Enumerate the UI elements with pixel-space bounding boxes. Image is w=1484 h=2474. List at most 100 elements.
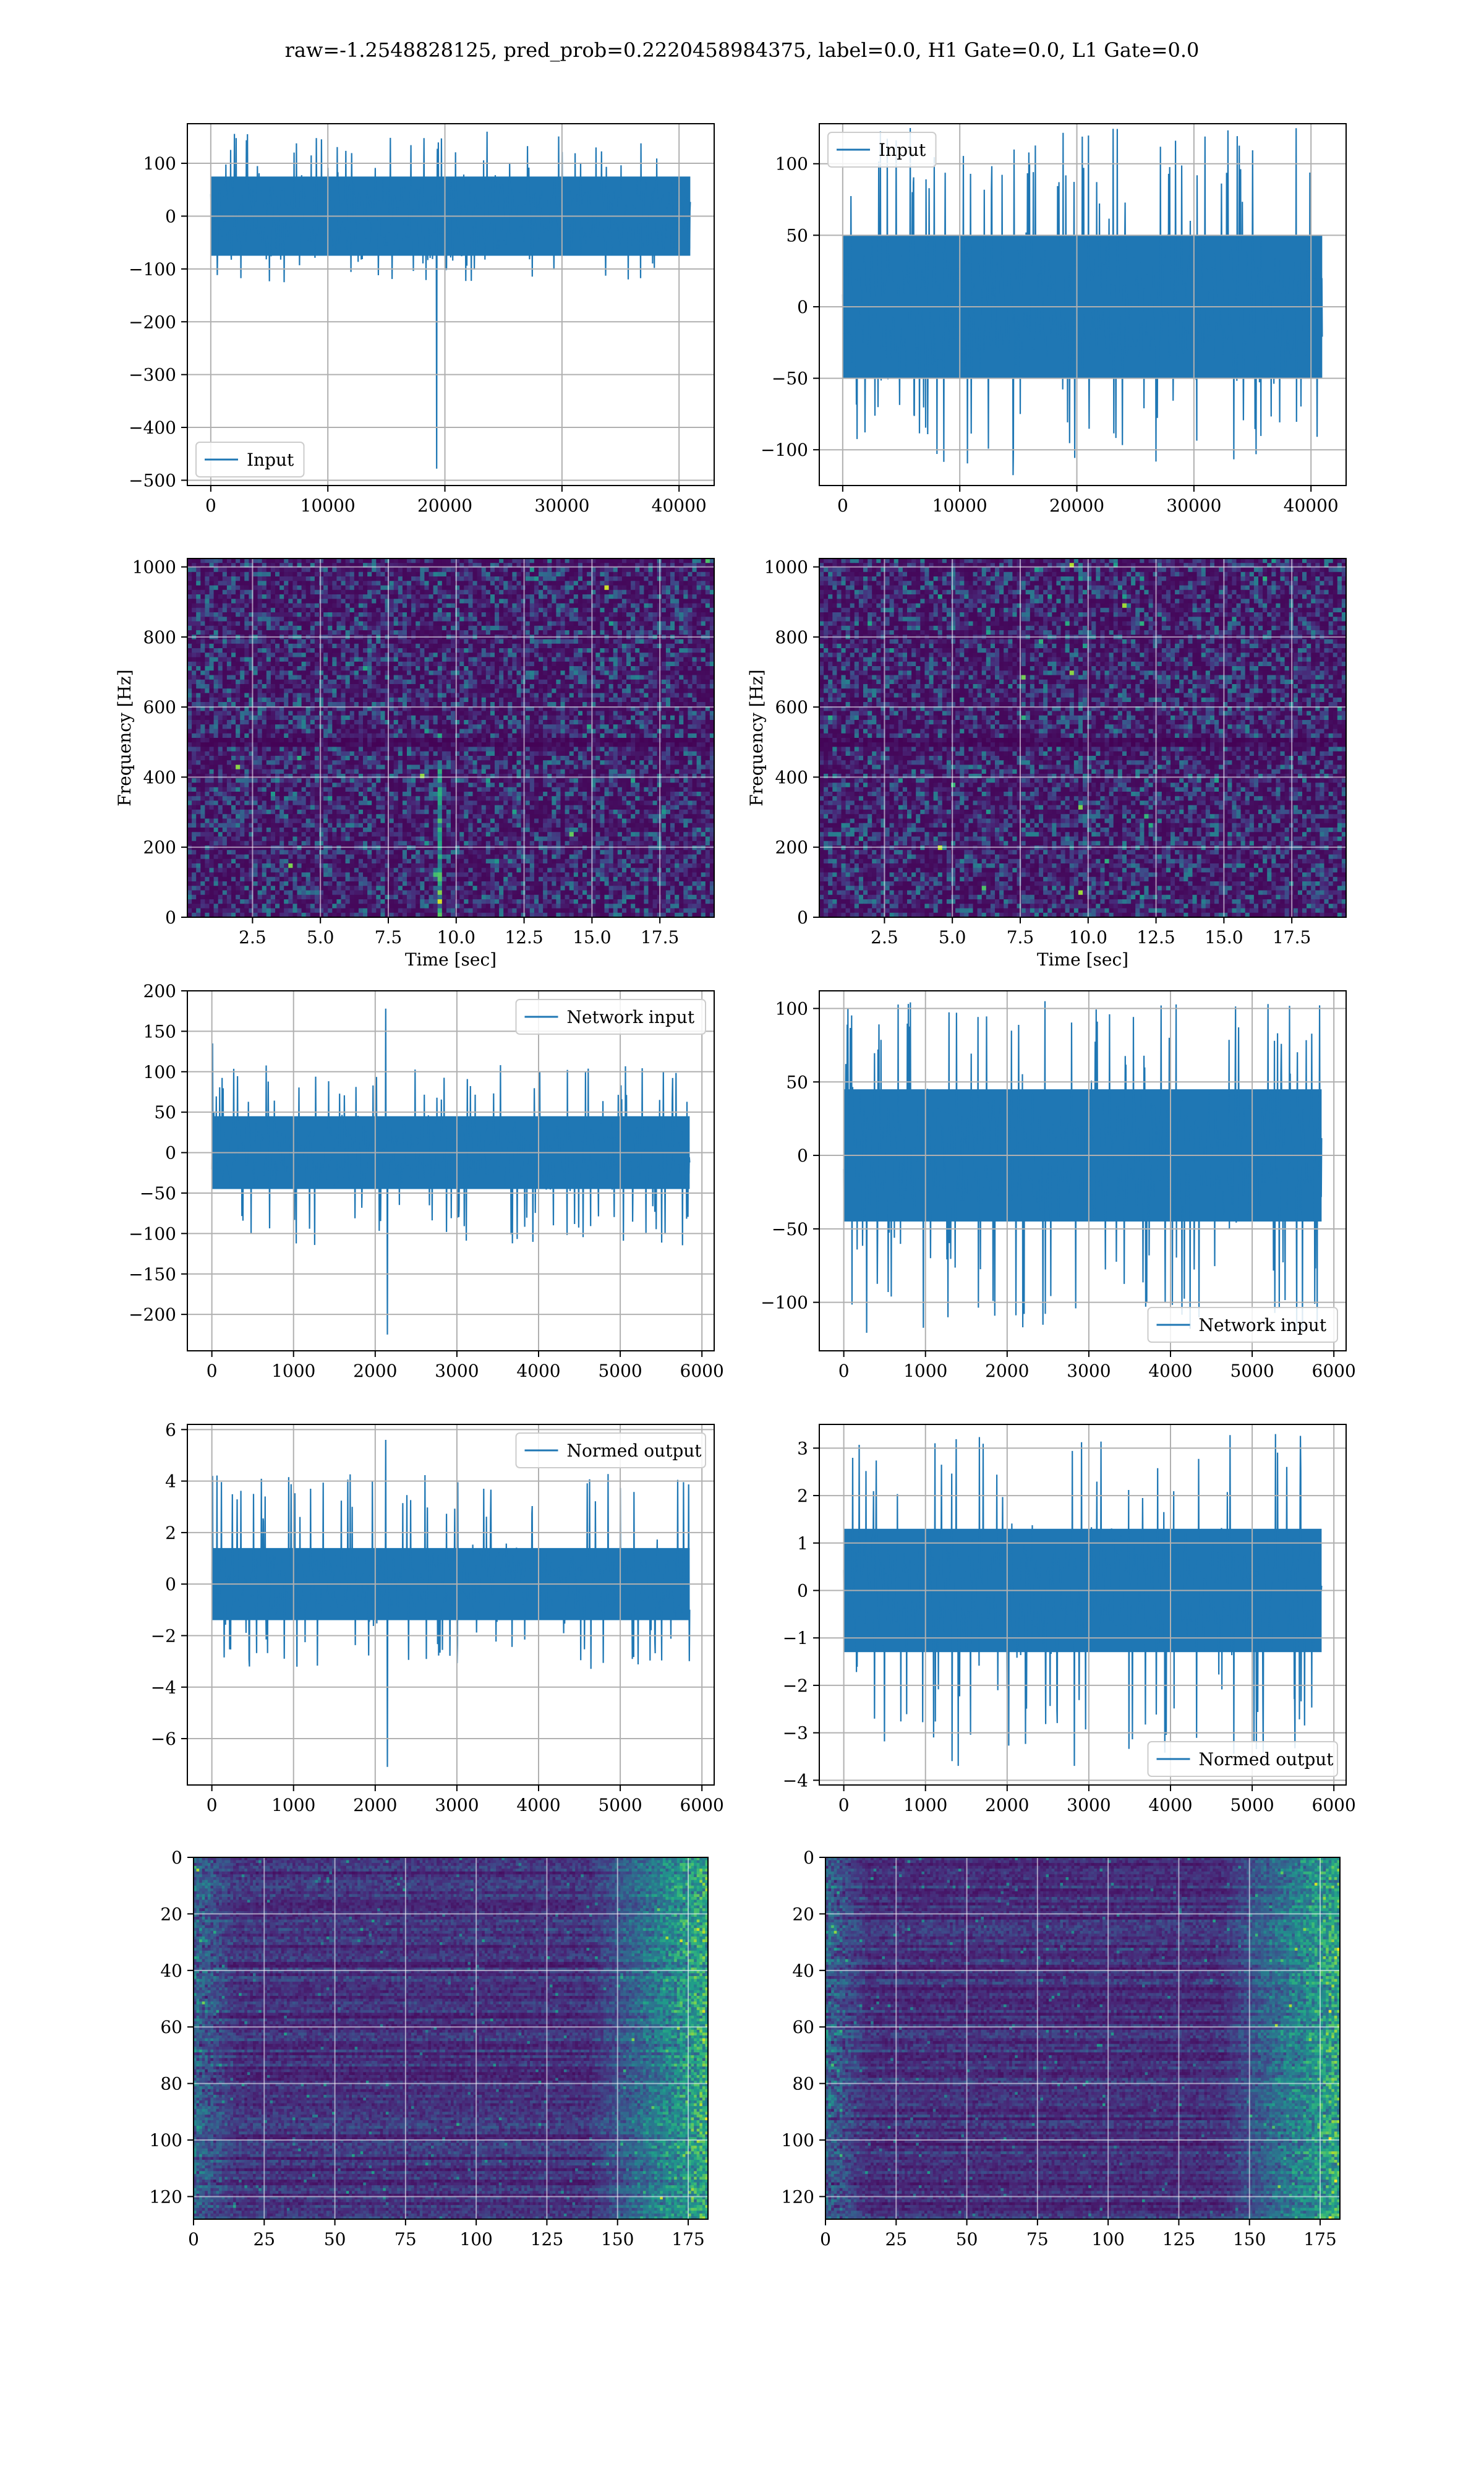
heatmap-cell [526, 738, 531, 743]
heatmap-cell [354, 568, 359, 573]
heatmap-cell [187, 662, 192, 667]
heatmap-cell [609, 693, 614, 698]
heatmap-cell [407, 711, 412, 716]
heatmap-cell [390, 670, 394, 675]
heatmap-cell [271, 568, 276, 573]
heatmap-cell [310, 590, 315, 595]
heatmap-cell [482, 590, 487, 595]
heatmap-cell [561, 666, 566, 671]
heatmap-cell [275, 729, 280, 734]
heatmap-cell [372, 680, 377, 685]
heatmap-cell [398, 698, 403, 703]
heatmap-cell [205, 559, 210, 563]
heatmap-cell [288, 716, 293, 721]
heatmap-cell [482, 684, 487, 689]
heatmap-cell [403, 608, 407, 613]
heatmap-cell [262, 666, 267, 671]
heatmap-cell [196, 711, 201, 716]
heatmap-cell [543, 594, 548, 599]
heatmap-cell [332, 680, 337, 685]
heatmap-cell [512, 688, 517, 693]
heatmap-cell [468, 640, 473, 644]
heatmap-cell [468, 608, 473, 613]
heatmap-cell [341, 576, 346, 581]
heatmap-cell [200, 617, 205, 622]
heatmap-cell [442, 608, 447, 613]
heatmap-cell [613, 630, 618, 635]
heatmap-cell [670, 644, 675, 649]
heatmap-cell [565, 612, 570, 617]
heatmap-cell [442, 653, 447, 657]
heatmap-cell [420, 640, 425, 644]
heatmap-cell [288, 586, 293, 591]
heatmap-cell [196, 612, 201, 617]
heatmap-cell [587, 653, 592, 657]
heatmap-cell [380, 657, 385, 662]
heatmap-cell [670, 684, 675, 689]
heatmap-cell [530, 590, 535, 595]
heatmap-cell [464, 724, 469, 729]
heatmap-cell [482, 630, 487, 635]
heatmap-cell [649, 608, 654, 613]
heatmap-cell [214, 644, 219, 649]
heatmap-cell [639, 581, 644, 586]
heatmap-cell [442, 675, 447, 680]
heatmap-cell [192, 648, 197, 653]
heatmap-cell [486, 657, 491, 662]
heatmap-cell [547, 724, 552, 729]
heatmap-cell [231, 604, 236, 609]
heatmap-cell [613, 559, 618, 563]
heatmap-cell [350, 720, 355, 725]
heatmap-cell [530, 648, 535, 653]
heatmap-cell [372, 644, 377, 649]
heatmap-cell [367, 594, 372, 599]
heatmap-cell [561, 568, 566, 573]
heatmap-cell [482, 680, 487, 685]
heatmap-cell [578, 657, 583, 662]
heatmap-cell [693, 630, 697, 635]
heatmap-cell [675, 586, 680, 591]
heatmap-cell [376, 644, 381, 649]
heatmap-cell [398, 680, 403, 685]
heatmap-cell [275, 711, 280, 716]
heatmap-cell [534, 572, 539, 577]
heatmap-cell [569, 594, 574, 599]
heatmap-cell [196, 626, 201, 631]
heatmap-cell [424, 738, 429, 743]
heatmap-cell [367, 640, 372, 644]
heatmap-cell [363, 688, 368, 693]
heatmap-cell [587, 698, 592, 703]
heatmap-cell [473, 626, 478, 631]
heatmap-cell [706, 630, 710, 635]
heatmap-cell [486, 608, 491, 613]
heatmap-cell [587, 648, 592, 653]
heatmap-cell [196, 644, 201, 649]
heatmap-cell [556, 720, 561, 725]
heatmap-cell [390, 711, 394, 716]
heatmap-cell [578, 622, 583, 627]
heatmap-cell [236, 680, 241, 685]
heatmap-cell [508, 688, 513, 693]
heatmap-cell [486, 594, 491, 599]
heatmap-cell [319, 680, 324, 685]
heatmap-cell [210, 720, 215, 725]
heatmap-cell [565, 738, 570, 743]
heatmap-cell [424, 608, 429, 613]
heatmap-cell [618, 670, 623, 675]
heatmap-cell [666, 720, 671, 725]
heatmap-cell [662, 680, 667, 685]
heatmap-cell [433, 617, 438, 622]
heatmap-cell [363, 586, 368, 591]
heatmap-cell [424, 724, 429, 729]
heatmap-cell [582, 698, 587, 703]
heatmap-cell [556, 586, 561, 591]
heatmap-cell [227, 581, 232, 586]
heatmap-cell [556, 590, 561, 595]
heatmap-cell [468, 670, 473, 675]
heatmap-cell [200, 594, 205, 599]
heatmap-cell [649, 572, 654, 577]
heatmap-cell [482, 648, 487, 653]
heatmap-cell [618, 702, 623, 707]
heatmap-cell [297, 738, 302, 743]
heatmap-cell [394, 586, 399, 591]
